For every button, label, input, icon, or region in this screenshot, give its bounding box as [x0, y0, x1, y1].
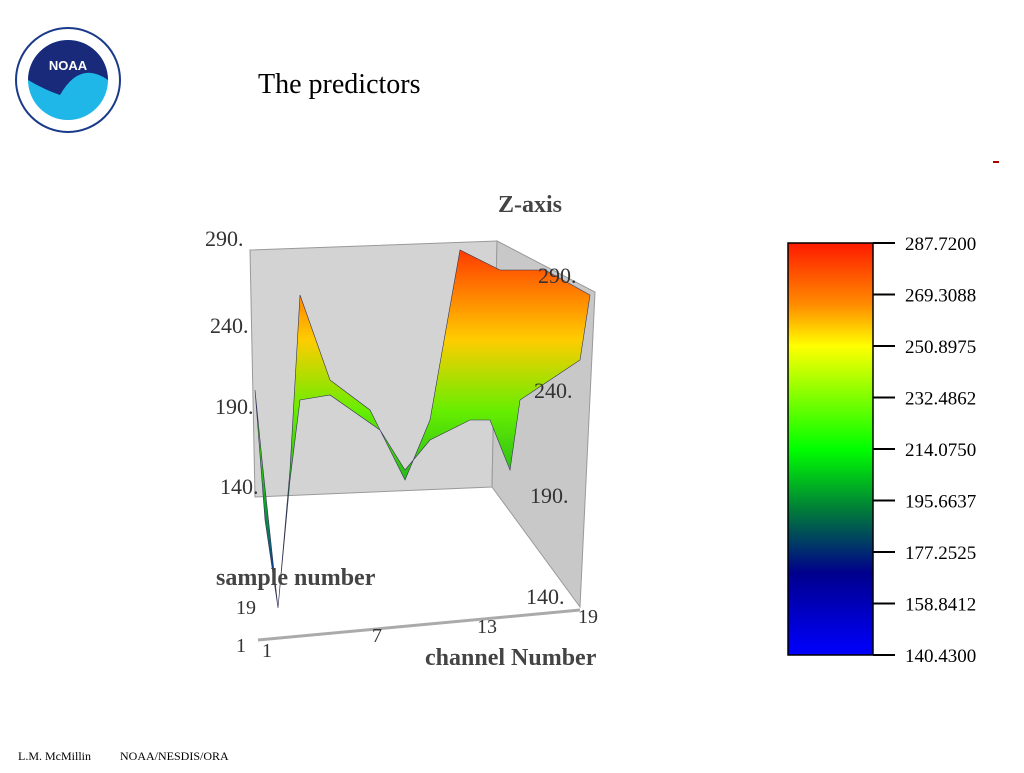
- sample-tick: 1: [236, 635, 246, 657]
- logo-text: NOAA: [49, 58, 88, 73]
- surface-plot: Z-axis 290. 240. 190. 140. 290. 240. 190…: [205, 192, 598, 671]
- colorbar-label: 232.4862: [905, 389, 976, 410]
- sample-tick: 19: [236, 597, 256, 619]
- z-tick: 190.: [530, 483, 569, 508]
- footer-org: NOAA/NESDIS/ORA: [120, 749, 229, 763]
- z-tick: 240.: [534, 378, 573, 403]
- colorbar-label: 177.2525: [905, 543, 976, 564]
- z-tick: 240.: [210, 313, 249, 338]
- dash: [993, 161, 999, 163]
- channel-tick: 13: [477, 616, 497, 638]
- slide-title: The predictors: [258, 69, 421, 100]
- channel-tick: 1: [262, 640, 272, 662]
- z-tick: 190.: [215, 394, 254, 419]
- z-axis-label: Z-axis: [498, 192, 562, 218]
- z-tick: 140.: [220, 474, 259, 499]
- channel-tick: 19: [578, 606, 598, 628]
- channel-tick: 7: [372, 625, 382, 647]
- colorbar-label: 140.4300: [905, 646, 976, 667]
- colorbar-scale: [787, 242, 874, 656]
- noaa-logo: NOAA: [15, 27, 121, 133]
- z-tick: 290.: [205, 226, 244, 251]
- colorbar-label: 287.7200: [905, 234, 976, 255]
- sample-axis-label: sample number: [216, 565, 376, 591]
- z-tick: 290.: [538, 263, 577, 288]
- colorbar-label: 214.0750: [905, 440, 976, 461]
- footer-author: L.M. McMillin: [18, 749, 91, 763]
- colorbar-label: 195.6637: [905, 492, 976, 513]
- channel-axis-label: channel Number: [425, 645, 597, 671]
- colorbar-label: 269.3088: [905, 286, 976, 307]
- colorbar-label: 250.8975: [905, 337, 976, 358]
- colorbar-label: 158.8412: [905, 595, 976, 616]
- z-tick: 140.: [526, 584, 565, 609]
- colorbar: 287.7200 269.3088 250.8975 232.4862 214.0750…: [787, 234, 976, 667]
